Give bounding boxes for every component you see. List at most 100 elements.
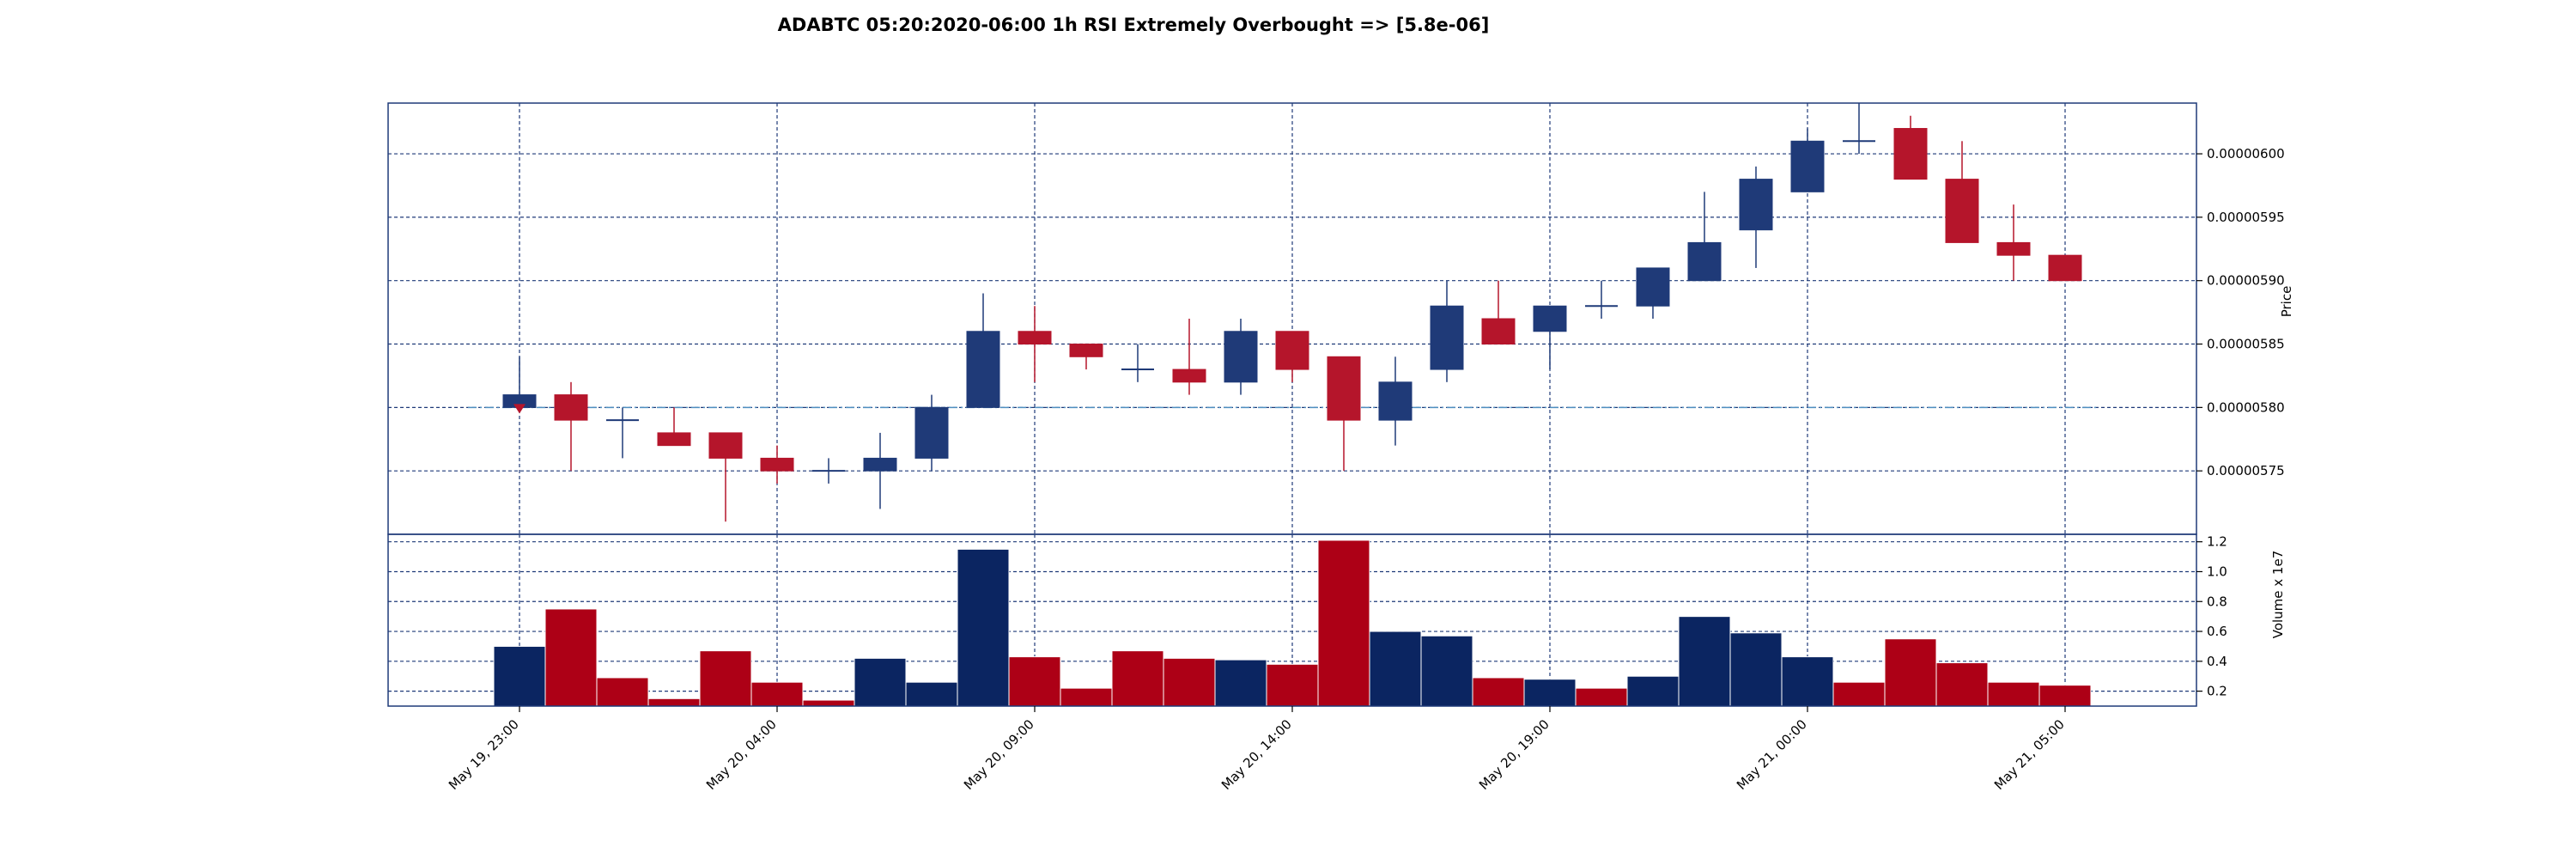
volume-bar	[1266, 663, 1319, 707]
candle	[1327, 356, 1361, 472]
candle	[812, 458, 845, 484]
candle	[1585, 280, 1618, 319]
candle	[1430, 280, 1464, 382]
volume-tick-label: 1.0	[2207, 564, 2227, 579]
volume-bar	[1060, 687, 1113, 707]
x-axis-tick-labels: May 19, 23:00 May 20, 04:00 May 20, 09:00 M…	[446, 706, 2068, 793]
candle-body	[1481, 318, 1516, 345]
x-tick-label: May 21, 00:00	[1734, 716, 1810, 793]
candle	[863, 432, 897, 509]
candle	[554, 381, 588, 472]
candle-body	[1790, 140, 1825, 192]
candle	[1018, 306, 1052, 382]
x-tick-label: May 20, 14:00	[1218, 716, 1295, 793]
volume-bar	[1472, 677, 1525, 707]
volume-bar	[1832, 681, 1886, 707]
candle	[2048, 254, 2082, 282]
candle	[1636, 267, 1670, 319]
candle	[502, 356, 537, 408]
volume-bar	[1884, 638, 1937, 707]
volume-tick-label: 0.2	[2207, 684, 2227, 699]
volume-bar	[1111, 650, 1164, 707]
signal-marker	[513, 404, 526, 414]
candle-body	[2048, 254, 2082, 282]
volume-tick-label: 0.4	[2207, 654, 2227, 669]
candle-body	[1533, 305, 1567, 332]
candle-body	[1069, 344, 1103, 357]
price-tick-label: 0.00000585	[2207, 337, 2285, 352]
volume-tick-label: 0.8	[2207, 594, 2227, 609]
candle-body	[1378, 381, 1413, 421]
volume-bar	[905, 681, 958, 707]
volume-bar	[1163, 657, 1216, 707]
volume-bar	[1008, 656, 1061, 707]
candle	[1893, 115, 1928, 180]
candle	[1996, 204, 2031, 281]
volume-bar	[1420, 635, 1473, 707]
volume-bar	[1626, 675, 1680, 707]
candle-body	[1172, 369, 1206, 383]
price-tick-labels: 0.00000575 0.00000580 0.00000585 0.00000590…	[2196, 146, 2285, 478]
candle-body	[760, 457, 794, 472]
candle	[1843, 103, 1875, 155]
x-tick-label: May 20, 09:00	[961, 716, 1037, 793]
x-tick-label: May 21, 05:00	[1991, 716, 2068, 793]
candle	[1275, 331, 1309, 382]
candle-body	[1636, 267, 1670, 307]
candle	[966, 293, 1000, 408]
volume-bar	[699, 650, 752, 707]
candle	[1172, 319, 1206, 395]
candle-body	[966, 331, 1000, 408]
candle-body	[554, 394, 588, 421]
candle-body	[1275, 331, 1309, 370]
volume-bar	[1729, 632, 1783, 707]
volume-bar	[1317, 539, 1370, 707]
candle-body	[1945, 179, 1979, 243]
volume-bar	[750, 681, 804, 707]
candle	[1739, 166, 1773, 268]
candle-body	[1327, 356, 1361, 421]
candle	[914, 394, 949, 472]
candle-body	[657, 432, 691, 447]
volume-bar	[1214, 659, 1267, 707]
price-tick-label: 0.00000580	[2207, 399, 2285, 415]
candle-body	[1687, 241, 1722, 282]
volume-tick-label: 0.6	[2207, 624, 2227, 639]
candle-body	[863, 457, 897, 472]
volume-bar	[493, 645, 546, 707]
x-tick-label: May 20, 19:00	[1476, 716, 1552, 793]
candle-body	[914, 406, 949, 459]
candle-body	[1018, 331, 1052, 345]
candle	[708, 432, 743, 522]
candle	[1069, 344, 1103, 370]
volume-bar	[802, 699, 855, 707]
candles	[502, 103, 2082, 522]
candle-body	[1224, 331, 1258, 383]
volume-bar	[1935, 662, 1989, 707]
volume-bars	[493, 539, 2092, 707]
volume-bar	[1987, 681, 2040, 707]
price-tick-label: 0.00000595	[2207, 210, 2285, 225]
candle-body	[708, 432, 743, 459]
candle-body	[1430, 305, 1464, 370]
volume-bar	[1781, 656, 1834, 707]
volume-axis-label: Volume x 1e7	[2270, 551, 2286, 639]
price-tick-label: 0.00000600	[2207, 146, 2285, 161]
volume-bar	[1523, 679, 1577, 707]
signal-marker-group	[513, 404, 526, 414]
candle	[1121, 344, 1154, 382]
candle	[760, 445, 794, 484]
volume-bar	[1575, 687, 1628, 707]
volume-bar	[854, 657, 907, 707]
candle	[1481, 280, 1516, 345]
volume-bar	[1369, 631, 1422, 707]
volume-bar	[544, 608, 598, 707]
candle-body	[1893, 128, 1928, 180]
volume-bar	[957, 548, 1010, 707]
volume-panel: 0.2 0.4 0.6 0.8 1.0 1.2 Volume x 1e7	[387, 533, 2286, 707]
volume-tick-labels: 0.2 0.4 0.6 0.8 1.0 1.2	[2196, 534, 2227, 699]
volume-bar	[596, 677, 649, 707]
volume-bar	[1678, 616, 1731, 707]
volume-tick-label: 1.2	[2207, 534, 2227, 550]
